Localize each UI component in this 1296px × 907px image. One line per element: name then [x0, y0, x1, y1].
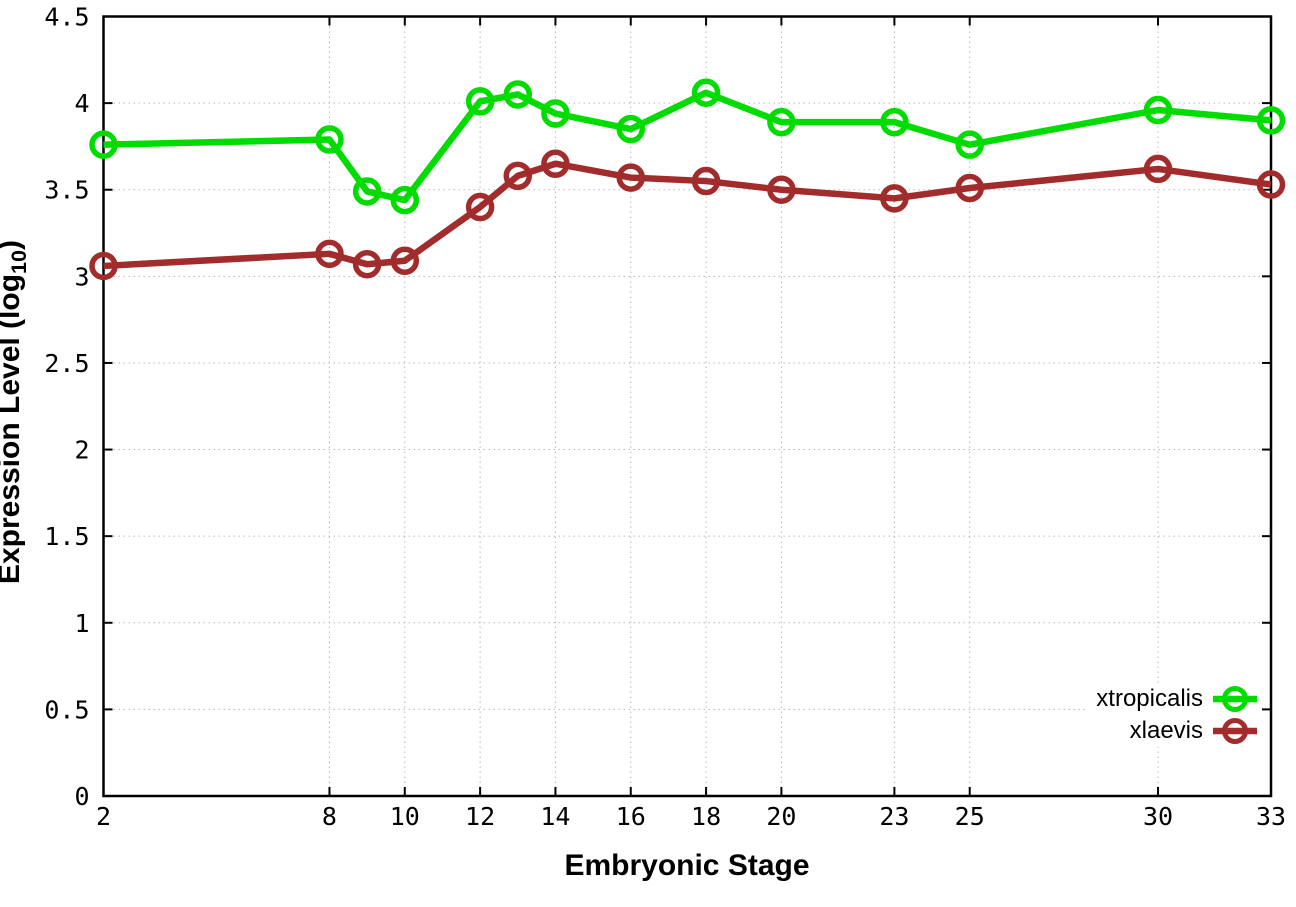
xlaevis-point-stage-20 [767, 175, 796, 204]
xlaevis-line [103, 160, 1272, 270]
x-tick-label: 8 [322, 802, 337, 831]
y-axis-title-text: Expression Level (log [0, 273, 26, 585]
xtropicalis-point-stage-25 [955, 130, 984, 159]
y-tick-label: 0.5 [44, 695, 89, 724]
legend-entry-xlaevis: xlaevis [1096, 715, 1259, 747]
x-tick-label: 12 [465, 802, 495, 831]
xtropicalis-line-marker-icon [1213, 686, 1257, 712]
xtropicalis-point-stage-20 [767, 107, 796, 137]
xtropicalis-point-stage-13 [503, 80, 533, 109]
y-axis-title-subscript: 10 [6, 249, 31, 274]
xtropicalis-point-stage-9 [352, 177, 382, 206]
xlaevis-point-stage-23 [880, 184, 909, 213]
x-tick-label: 25 [955, 802, 985, 831]
gridlines [103, 16, 1271, 796]
x-tick-label: 10 [390, 802, 420, 831]
tick-labels: 2 8 10 12 14 16 18 20 23 25 30 33 0 0.5 1 1.5 2 2.5 3 3.5 4 4… [44, 3, 1286, 832]
xtropicalis-point-stage-8 [315, 125, 344, 154]
xtropicalis-point-stage-10 [390, 185, 420, 215]
xtropicalis-point-stage-14 [541, 99, 570, 128]
xlaevis-point-stage-33 [1256, 170, 1286, 199]
y-axis-title-suffix: ) [0, 240, 26, 250]
xlaevis-point-stage-18 [691, 166, 721, 196]
xlaevis-point-stage-16 [616, 163, 646, 192]
legend-entry-xtropicalis: xtropicalis [1096, 683, 1259, 715]
x-tick-label: 18 [691, 802, 721, 831]
legend-label-xtropicalis: xtropicalis [1096, 685, 1203, 712]
xtropicalis-line [103, 89, 1272, 204]
series-xlaevis [89, 149, 1286, 281]
x-axis-title: Embryonic Stage [564, 849, 810, 882]
xtropicalis-point-stage-33 [1256, 106, 1286, 135]
xlaevis-point-stage-8 [315, 239, 344, 269]
x-tick-label: 14 [540, 802, 570, 831]
y-axis-title: Expression Level (log10) [0, 112, 37, 712]
y-tick-label: 0 [74, 782, 89, 811]
y-tick-label: 1 [74, 609, 89, 638]
plot-border [102, 15, 1273, 798]
x-tick-label: 16 [616, 802, 646, 831]
xtropicalis-point-stage-18 [691, 78, 721, 107]
y-tick-label: 1.5 [44, 522, 89, 551]
y-tick-label: 3 [74, 262, 89, 291]
chart-legend: xtropicalis xlaevis [1086, 683, 1261, 747]
xlaevis-point-stage-12 [465, 192, 495, 222]
xlaevis-point-stage-25 [955, 173, 984, 203]
tick-marks [102, 15, 1272, 797]
series-xtropicalis [89, 78, 1286, 215]
x-tick-label: 23 [879, 802, 909, 831]
xtropicalis-point-stage-23 [880, 107, 909, 137]
y-tick-label: 4.5 [44, 3, 89, 32]
xtropicalis-point-stage-30 [1143, 95, 1173, 125]
y-tick-label: 2.5 [44, 349, 89, 378]
y-tick-label: 3.5 [44, 176, 89, 205]
x-tick-label: 2 [96, 802, 111, 831]
legend-label-xlaevis: xlaevis [1129, 717, 1203, 744]
x-tick-label: 33 [1256, 802, 1286, 831]
xlaevis-point-stage-14 [541, 149, 570, 178]
y-tick-label: 4 [74, 89, 89, 118]
xtropicalis-point-stage-16 [616, 114, 646, 144]
xlaevis-point-stage-10 [390, 246, 420, 275]
x-tick-label: 30 [1143, 802, 1173, 831]
xtropicalis-point-stage-12 [465, 87, 495, 116]
xlaevis-line-marker-icon [1213, 718, 1257, 744]
xlaevis-point-stage-13 [503, 161, 533, 191]
y-tick-label: 2 [74, 436, 89, 465]
x-tick-label: 20 [766, 802, 796, 831]
xlaevis-point-stage-2 [89, 251, 118, 281]
xlaevis-point-stage-9 [352, 249, 382, 279]
xlaevis-point-stage-30 [1143, 154, 1173, 184]
xtropicalis-point-stage-2 [89, 130, 118, 159]
